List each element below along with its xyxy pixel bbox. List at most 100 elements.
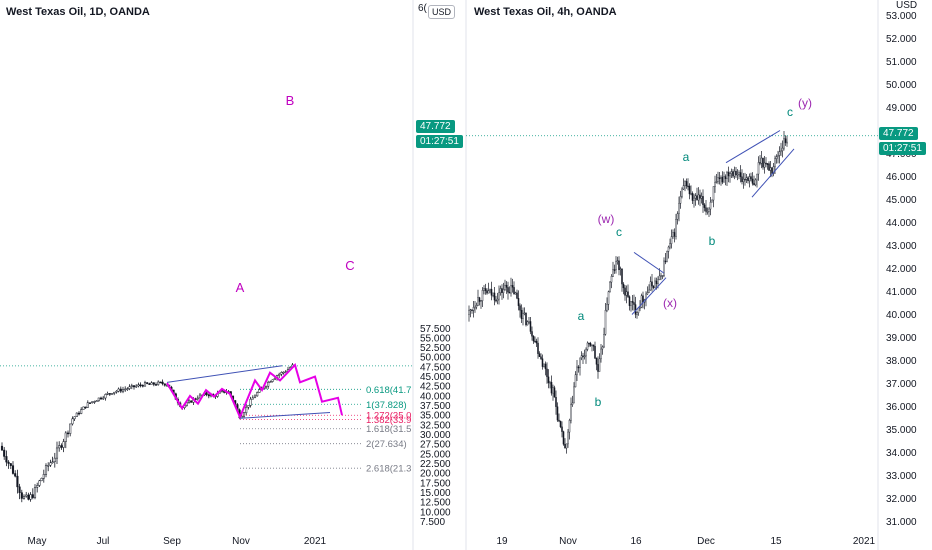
right-candle-body bbox=[724, 176, 727, 179]
right-candle-body bbox=[534, 340, 536, 343]
right-y-tick-label: 42.000 bbox=[886, 264, 917, 275]
left-time-axis[interactable]: May Jul Sep Nov 2021 bbox=[28, 536, 327, 547]
left-candle-body bbox=[73, 416, 76, 420]
right-candle-body bbox=[744, 178, 746, 181]
right-candle-body bbox=[522, 313, 524, 319]
right-candle-body bbox=[546, 368, 548, 378]
right-y-tick-label: 37.000 bbox=[886, 379, 917, 390]
right-candle-body bbox=[784, 138, 787, 143]
right-candle-body bbox=[604, 309, 607, 335]
left-chart-pane[interactable]: 0.618(41.71(37.828)1.272(35.01.382(33.91… bbox=[0, 0, 451, 550]
left-candle-body bbox=[245, 406, 248, 414]
left-x-tick-label: Jul bbox=[97, 536, 110, 547]
right-time-axis[interactable]: 19 Nov 16 Dec 15 2021 bbox=[496, 536, 875, 547]
right-candle-body bbox=[769, 167, 772, 171]
right-candle-body bbox=[732, 171, 734, 177]
right-candle-body bbox=[753, 183, 755, 186]
right-candle-body bbox=[510, 285, 512, 294]
right-candle-body bbox=[607, 291, 610, 305]
left-candle-body bbox=[20, 492, 23, 499]
left-candle-body bbox=[64, 432, 67, 442]
right-candle-body bbox=[757, 162, 760, 175]
left-y-tick-label: 45.000 bbox=[420, 372, 451, 383]
left-candle-body bbox=[269, 381, 272, 383]
right-x-tick-label: Nov bbox=[559, 536, 577, 547]
left-candle-body bbox=[264, 385, 268, 389]
right-chart-pane[interactable]: (w)cab(x)abc(y) 31.00032.00033.00034.000… bbox=[465, 0, 917, 550]
right-candle-body bbox=[694, 195, 697, 199]
right-candle-body bbox=[640, 295, 643, 308]
left-candle-body bbox=[55, 447, 59, 459]
right-candle-body bbox=[532, 336, 535, 342]
right-candle-body bbox=[693, 197, 695, 201]
right-candle-body bbox=[654, 280, 656, 288]
right-candle-body bbox=[712, 186, 715, 201]
right-candle-body bbox=[703, 204, 706, 208]
right-candle-body bbox=[559, 420, 562, 428]
right-candle-body bbox=[589, 343, 592, 346]
left-price-axis[interactable]: 7.50010.00012.50015.00017.50020.00022.50… bbox=[420, 324, 451, 528]
left-candle-body bbox=[271, 379, 274, 382]
right-y-tick-label: 43.000 bbox=[886, 241, 917, 252]
right-candle-body bbox=[495, 299, 497, 302]
left-y-tick-label: 17.500 bbox=[420, 478, 451, 489]
left-candle-body bbox=[42, 474, 45, 479]
right-candle-body bbox=[523, 312, 526, 315]
right-candle-body bbox=[474, 306, 476, 309]
right-chart-title: West Texas Oil, 4h, OANDA bbox=[474, 6, 617, 18]
left-y-tick-label: 25.000 bbox=[420, 449, 451, 460]
fib-level-label: 1.618(31.5 bbox=[366, 424, 411, 435]
right-y-tick-label: 40.000 bbox=[886, 310, 917, 321]
right-candle-body bbox=[685, 181, 688, 187]
left-plot-area[interactable] bbox=[0, 0, 413, 522]
left-candle-body bbox=[82, 406, 85, 410]
right-candle-body bbox=[747, 177, 749, 182]
right-candle-body bbox=[675, 219, 677, 237]
right-candle-body bbox=[616, 260, 619, 262]
right-candle-body bbox=[592, 344, 595, 347]
left-candle-body bbox=[130, 385, 133, 388]
right-candle-body bbox=[622, 283, 625, 289]
right-candle-body bbox=[657, 279, 659, 284]
right-candle-body bbox=[505, 284, 508, 288]
left-wave-label: C bbox=[345, 258, 354, 273]
right-candle-body bbox=[487, 290, 490, 294]
right-candle-body bbox=[499, 288, 502, 294]
right-candle-body bbox=[762, 157, 764, 168]
right-candle-body bbox=[661, 275, 664, 277]
right-candle-body bbox=[517, 298, 520, 306]
left-candle-body bbox=[196, 397, 199, 400]
right-candle-body bbox=[600, 348, 602, 360]
left-elliott-wave-path bbox=[166, 363, 343, 420]
right-candle-body bbox=[528, 321, 530, 323]
right-candle-body bbox=[580, 355, 583, 359]
right-candle-body bbox=[588, 342, 590, 345]
right-candle-body bbox=[469, 309, 472, 311]
left-currency-chip[interactable]: USD bbox=[428, 5, 456, 19]
right-price-axis[interactable]: 31.000 32.000 33.000 34.000 35.000 36.000 37.0… bbox=[886, 11, 917, 528]
left-candle-body bbox=[80, 409, 83, 414]
right-candle-body bbox=[540, 356, 542, 359]
right-candle-body bbox=[733, 170, 736, 177]
right-candle-body bbox=[612, 269, 614, 277]
right-candle-body bbox=[625, 291, 628, 296]
right-wave-label: a bbox=[683, 150, 690, 164]
right-plot-area[interactable] bbox=[466, 0, 878, 522]
left-y-tick-label: 7.500 bbox=[420, 517, 445, 528]
right-candle-body bbox=[535, 340, 538, 344]
right-candle-body bbox=[502, 289, 505, 293]
right-time-badge: 01:27:51 bbox=[879, 142, 926, 155]
right-candle-body bbox=[705, 207, 707, 212]
right-candle-body bbox=[574, 374, 577, 388]
right-candle-body bbox=[669, 243, 671, 248]
right-candle-body bbox=[759, 162, 761, 164]
right-candle-body bbox=[700, 196, 703, 199]
right-y-tick-label: 49.000 bbox=[886, 103, 917, 114]
right-candle-body bbox=[570, 404, 572, 421]
left-candle-body bbox=[99, 397, 103, 400]
left-candle-body bbox=[146, 382, 149, 384]
right-currency-label[interactable]: USD bbox=[896, 0, 918, 11]
right-candle-body bbox=[609, 281, 611, 292]
right-y-tick-label: 31.000 bbox=[886, 517, 917, 528]
left-candle-body bbox=[22, 495, 26, 499]
